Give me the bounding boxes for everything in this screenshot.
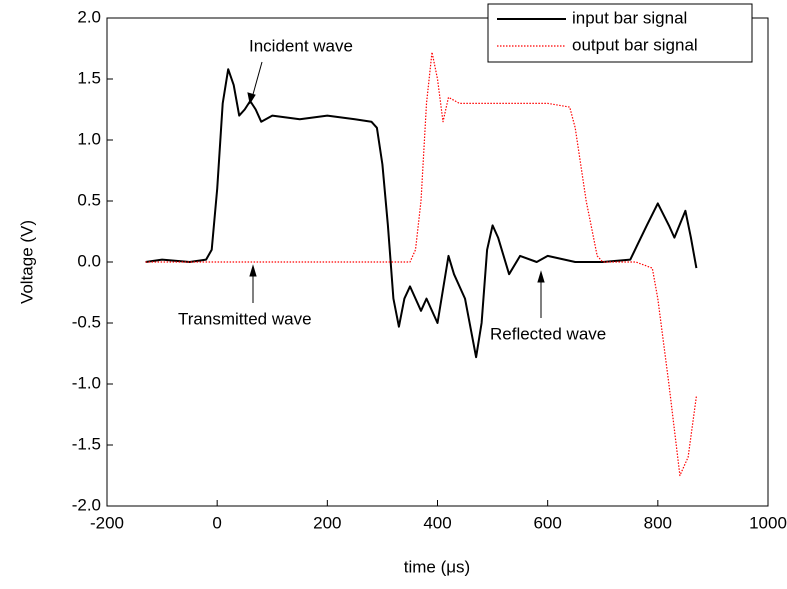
y-tick-label: 1.5 (77, 68, 101, 87)
x-tick-label: 600 (533, 513, 561, 532)
y-tick-label: 0.0 (77, 251, 101, 270)
y-tick-label: 0.5 (77, 190, 101, 209)
x-tick-label: 200 (313, 513, 341, 532)
y-tick-label: -0.5 (72, 312, 101, 331)
x-tick-label: -200 (90, 513, 124, 532)
annotation: Incident wave (249, 36, 353, 55)
legend-label: input bar signal (572, 8, 687, 27)
legend (487, 3, 753, 63)
y-tick-label: -2.0 (72, 495, 101, 514)
x-tick-label: 1000 (749, 513, 787, 532)
x-tick-label: 0 (212, 513, 221, 532)
y-tick-label: 2.0 (77, 7, 101, 26)
annotation: Transmitted wave (178, 309, 312, 328)
y-tick-label: 1.0 (77, 129, 101, 148)
x-axis-label: time (μs) (404, 557, 470, 576)
annotation: Reflected wave (490, 324, 606, 343)
annotation-arrows (247, 61, 545, 318)
legend-label: output bar signal (572, 35, 698, 54)
line-series (145, 68, 698, 359)
y-tick-label: -1.5 (72, 434, 101, 453)
y-axis-label: Voltage (V) (17, 220, 36, 304)
x-tick-label: 800 (644, 513, 672, 532)
line-series (145, 51, 697, 477)
x-tick-label: 400 (423, 513, 451, 532)
y-tick-label: -1.0 (72, 373, 101, 392)
